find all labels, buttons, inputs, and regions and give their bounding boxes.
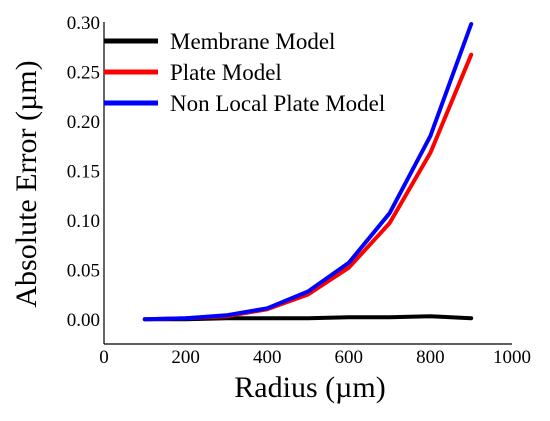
y-axis-label: Absolute Error (µm): [10, 60, 43, 307]
x-tick-label: 200: [171, 347, 200, 368]
y-tick-label: 0.20: [67, 112, 100, 133]
legend-label: Plate Model: [170, 60, 282, 85]
x-axis-label: Radius (µm): [234, 371, 385, 404]
legend-label: Membrane Model: [170, 29, 335, 54]
y-tick-label: 0.30: [67, 13, 100, 34]
x-tick-label: 600: [335, 347, 364, 368]
tick-labels: 0.00 0.05 0.10 0.15 0.20 0.25 0.30 0 200 400 600 80…: [67, 13, 531, 368]
legend-label: Non Local Plate Model: [170, 91, 385, 116]
x-tick-label: 800: [416, 347, 445, 368]
y-tick-label: 0.10: [67, 211, 100, 232]
x-tick-label: 0: [99, 347, 109, 368]
axes: [103, 22, 512, 345]
legend: Membrane Model Plate Model Non Local Plate…: [104, 29, 385, 116]
y-tick-label: 0.25: [67, 63, 100, 84]
series-line-3: [142, 22, 474, 322]
series-lines: [142, 22, 474, 322]
y-tick-label: 0.00: [67, 310, 100, 331]
y-tick-label: 0.15: [67, 162, 100, 183]
x-tick-label: 1000: [493, 347, 531, 368]
y-tick-label: 0.05: [67, 261, 100, 282]
x-tick-label: 400: [253, 347, 282, 368]
